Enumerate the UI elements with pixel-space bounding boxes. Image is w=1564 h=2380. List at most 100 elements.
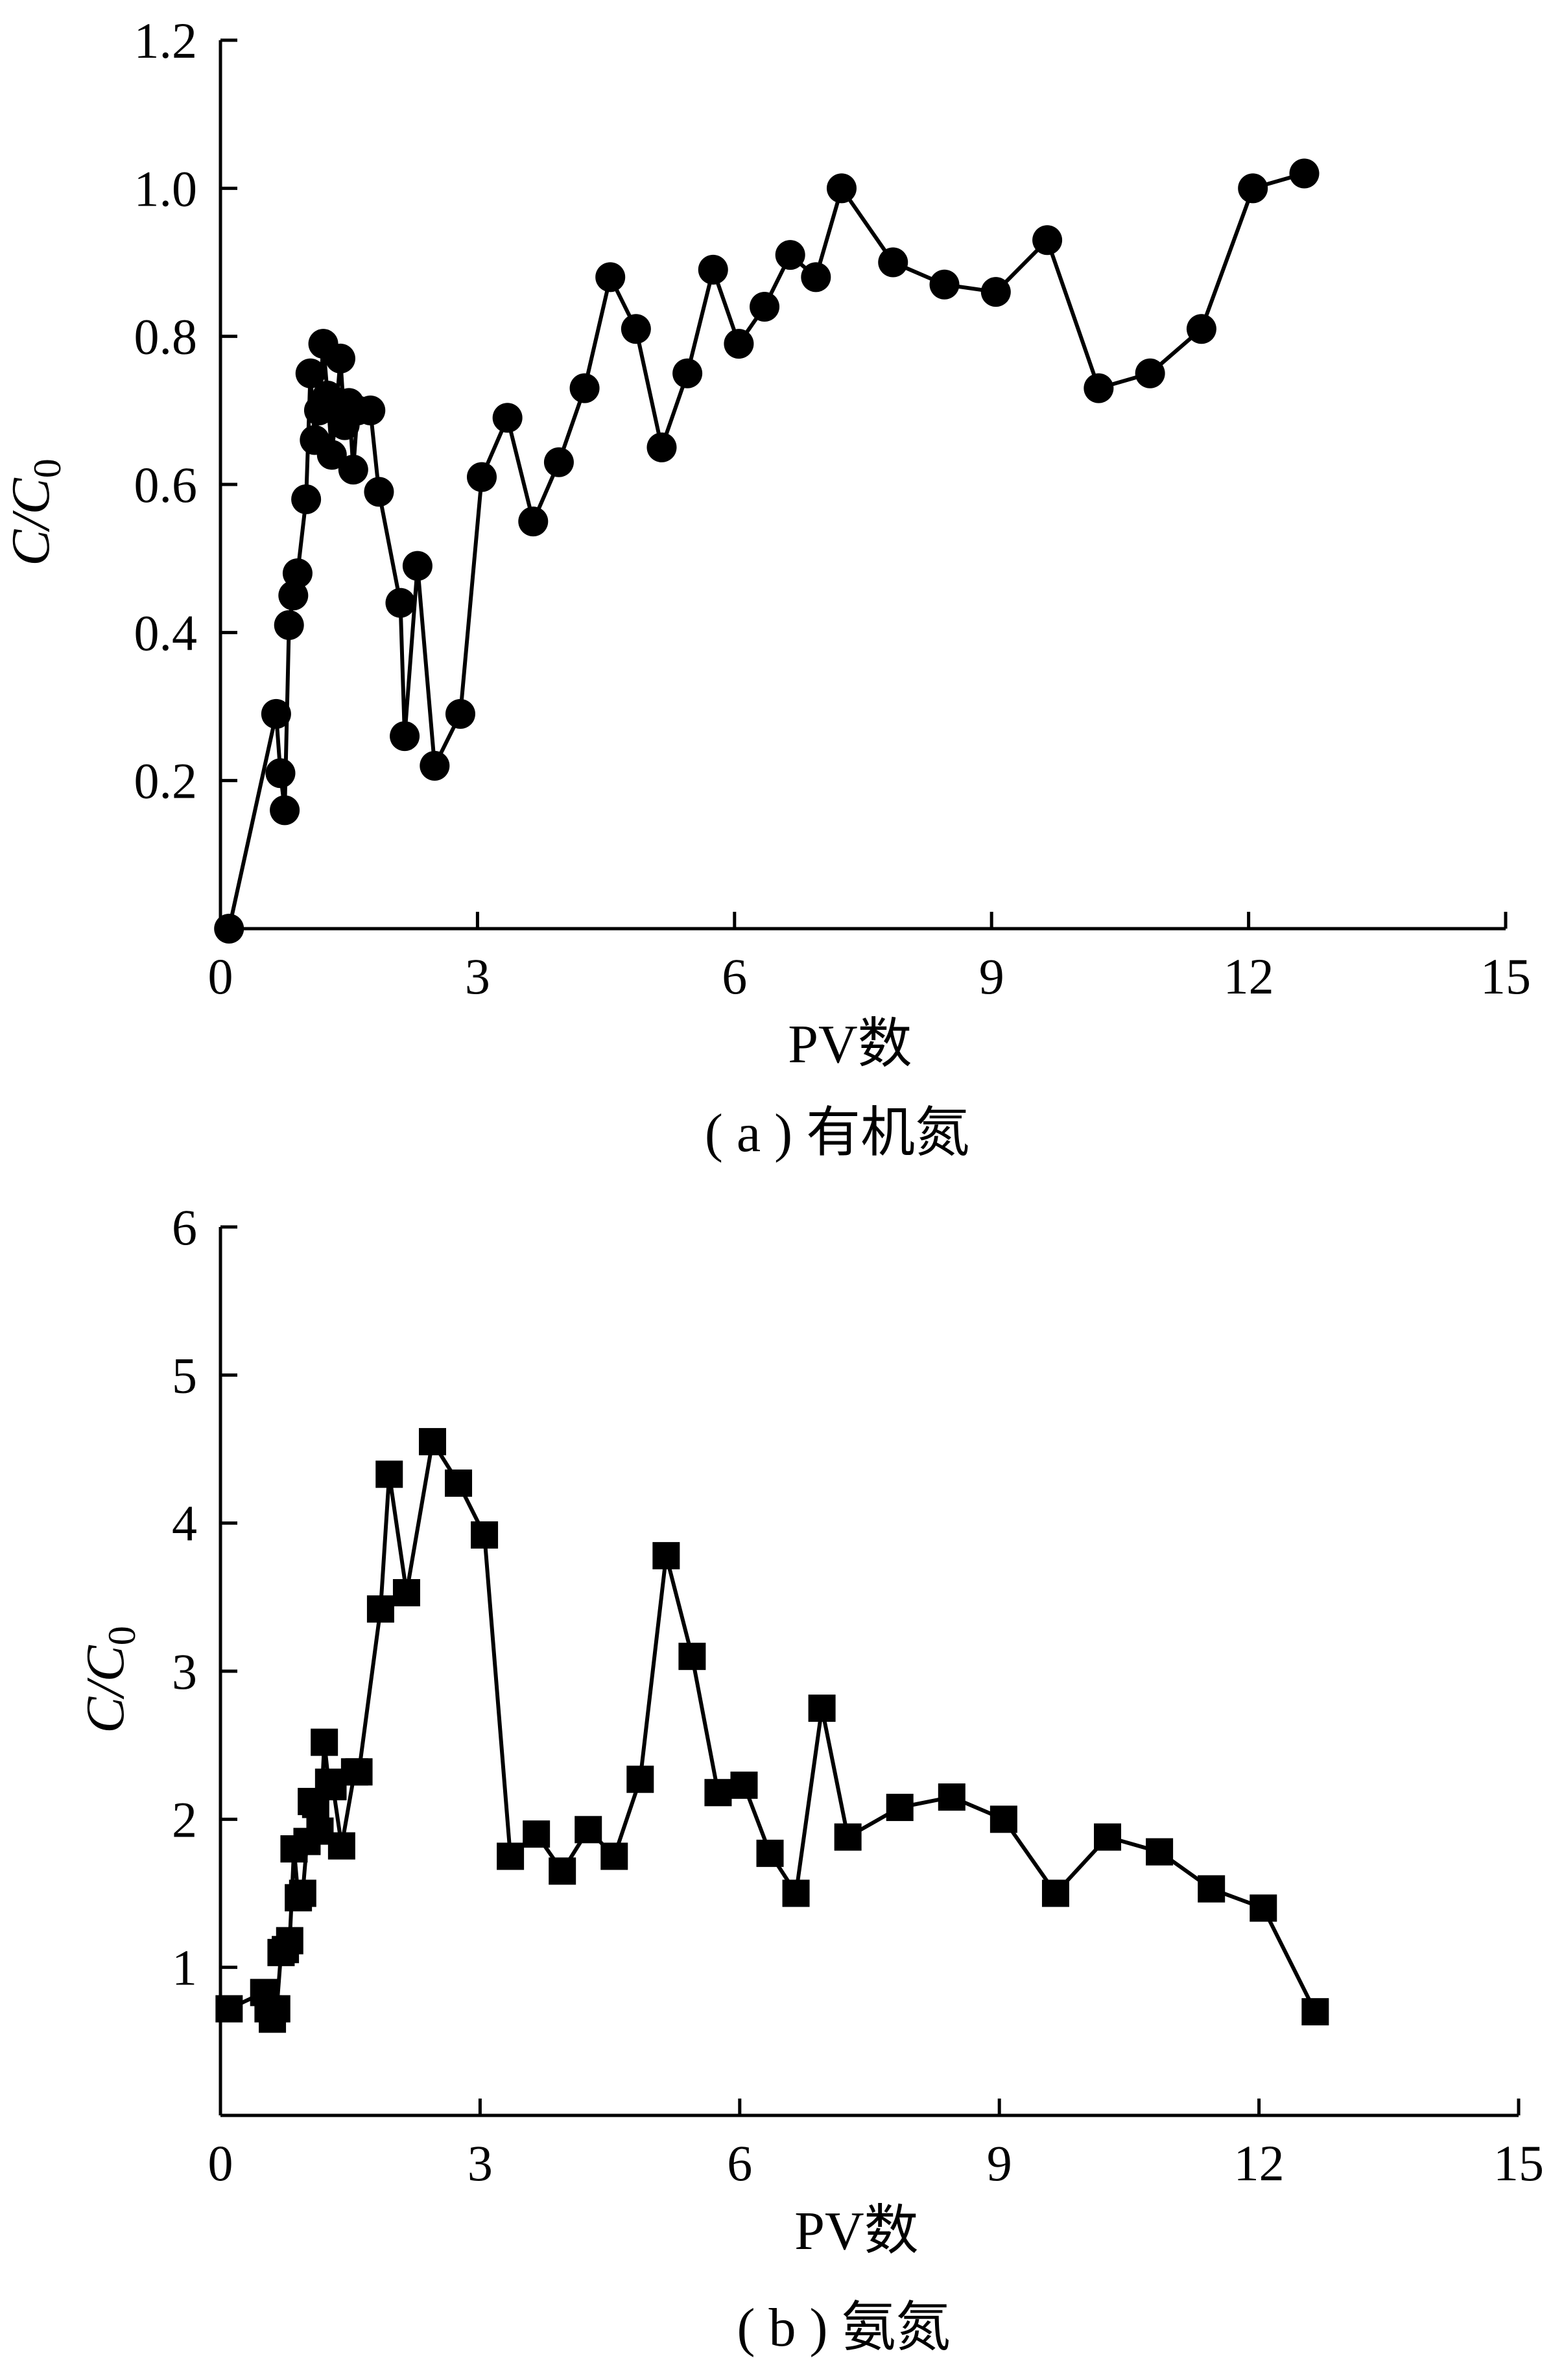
- data-point: [1289, 158, 1320, 189]
- data-point: [445, 1470, 473, 1497]
- y-tick-label: 0.8: [134, 309, 198, 365]
- panel-caption: ( b ) 氨氮: [737, 2298, 951, 2358]
- y-tick-label: 0.6: [134, 457, 198, 513]
- data-point: [215, 1995, 243, 2023]
- data-point: [886, 1794, 914, 1822]
- data-point: [1032, 225, 1063, 256]
- data-point: [678, 1643, 706, 1671]
- data-point: [652, 1541, 680, 1569]
- data-point: [1198, 1875, 1226, 1903]
- data-point: [626, 1765, 654, 1793]
- x-tick-label: 9: [979, 948, 1004, 1005]
- data-point: [366, 1595, 394, 1623]
- data-point: [1238, 173, 1268, 204]
- data-point: [1250, 1894, 1277, 1922]
- data-point: [1146, 1838, 1174, 1866]
- data-point: [730, 1771, 758, 1799]
- data-point: [265, 758, 296, 789]
- data-point: [214, 914, 244, 944]
- data-point: [274, 610, 304, 640]
- x-tick-label: 3: [465, 948, 490, 1005]
- series-line: [227, 171, 1305, 929]
- data-point: [492, 403, 523, 433]
- y-tick-label: 1.0: [134, 160, 198, 217]
- data-point: [518, 506, 549, 537]
- data-point: [1041, 1879, 1069, 1907]
- data-point: [327, 1832, 355, 1860]
- data-point: [278, 580, 309, 611]
- data-point: [445, 698, 475, 729]
- data-point: [390, 721, 420, 752]
- panel-caption: ( a ) 有机氮: [705, 1103, 969, 1163]
- data-point: [569, 373, 600, 403]
- data-point: [775, 240, 805, 270]
- data-point: [834, 1823, 862, 1851]
- y-tick-label: 0.4: [134, 604, 198, 661]
- data-point: [801, 262, 831, 292]
- data-point: [980, 277, 1011, 307]
- y-tick-label: 2: [172, 1791, 197, 1848]
- y-tick-label: 4: [172, 1495, 197, 1552]
- data-point: [989, 1805, 1017, 1833]
- data-point: [600, 1842, 628, 1870]
- x-tick-label: 6: [727, 2135, 752, 2191]
- data-point: [316, 440, 347, 470]
- data-point: [808, 1695, 836, 1722]
- data-point: [1094, 1823, 1122, 1851]
- data-point: [523, 1820, 551, 1848]
- x-tick-label: 9: [987, 2135, 1012, 2191]
- data-point: [595, 262, 626, 292]
- x-tick-label: 12: [1234, 2135, 1285, 2191]
- data-point: [929, 269, 960, 300]
- data-point: [750, 292, 780, 322]
- data-point: [1135, 358, 1165, 388]
- data-point: [756, 1839, 784, 1867]
- panel-a-organic-nitrogen: 0 3 6 9 12 15 0.2 0.4 0.6 0.8 1.0 1.2 C/C0 PV数 ( a ) 有…: [1, 12, 1531, 1163]
- data-point: [878, 247, 908, 278]
- data-point: [724, 329, 754, 359]
- x-axis-label: PV数: [794, 2201, 918, 2261]
- data-point: [325, 343, 355, 374]
- x-tick-label: 15: [1493, 2135, 1544, 2191]
- data-point: [291, 484, 322, 514]
- data-point: [497, 1842, 525, 1870]
- data-point: [385, 588, 416, 618]
- data-point: [289, 1879, 316, 1907]
- x-tick-label: 3: [468, 2135, 493, 2191]
- data-point: [704, 1779, 732, 1807]
- x-tick-label: 0: [208, 948, 233, 1005]
- data-point: [402, 551, 432, 581]
- series-line: [228, 1440, 1318, 2021]
- data-point: [826, 173, 857, 204]
- data-point: [338, 455, 368, 485]
- x-axis-label: PV数: [788, 1014, 912, 1075]
- x-tick-label: 15: [1480, 948, 1531, 1005]
- data-point: [1301, 1998, 1329, 2026]
- data-point: [375, 1460, 403, 1488]
- data-point: [549, 1857, 576, 1885]
- data-point: [672, 358, 703, 388]
- data-point: [782, 1879, 810, 1907]
- data-point: [646, 432, 677, 462]
- y-tick-label: 1: [172, 1940, 197, 1996]
- data-point: [392, 1578, 420, 1606]
- data-point: [543, 447, 574, 477]
- data-point: [261, 698, 291, 729]
- data-point: [575, 1816, 602, 1844]
- y-tick-label: 6: [172, 1199, 197, 1255]
- data-point: [270, 795, 300, 826]
- data-point: [1084, 373, 1114, 403]
- x-tick-label: 12: [1224, 948, 1274, 1005]
- data-point: [418, 1428, 446, 1456]
- data-point: [311, 1728, 338, 1756]
- x-tick-label: 6: [722, 948, 747, 1005]
- data-point: [938, 1783, 966, 1811]
- data-point: [295, 358, 326, 388]
- data-point: [698, 254, 728, 285]
- y-tick-label: 0.2: [134, 753, 198, 809]
- data-point: [420, 750, 450, 781]
- y-tick-label: 5: [172, 1347, 197, 1403]
- data-point: [282, 558, 313, 588]
- y-axis-label: C/C0: [1, 458, 69, 565]
